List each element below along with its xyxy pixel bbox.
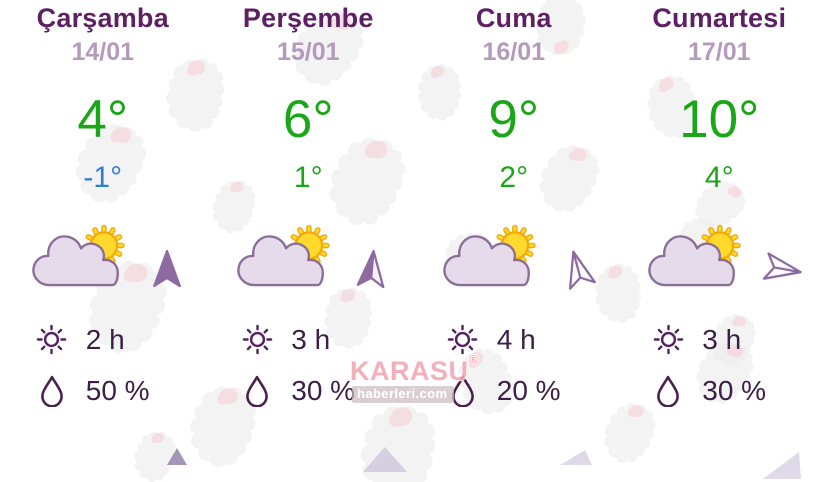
sunshine-icon <box>34 323 70 357</box>
sunshine-row: 3 h <box>650 323 788 357</box>
high-temperature: 6° <box>282 89 334 149</box>
watermark-site-url: haberleri.com <box>352 386 455 404</box>
day-name: Çarşamba <box>36 3 169 33</box>
wind-direction-arrow-icon <box>353 245 391 292</box>
day-stats: 4 h 20 % <box>445 323 583 408</box>
forecast-day-column-saturday: Cumartesi 17/01 10° 4° 3 h 30 % <box>617 0 822 482</box>
sunshine-row: 2 h <box>34 323 172 357</box>
watermark-brand: KARASU® <box>350 354 479 386</box>
condition-row <box>638 219 800 301</box>
sunshine-icon <box>445 323 481 357</box>
site-watermark: KARASU® haberleri.com <box>350 354 479 404</box>
wind-direction-arrow-icon <box>759 248 808 289</box>
precipitation-row: 30 % <box>239 374 377 408</box>
day-name: Cumartesi <box>652 3 787 33</box>
day-date: 15/01 <box>276 38 340 67</box>
partly-cloudy-icon <box>227 219 345 295</box>
high-temperature: 4° <box>77 89 129 149</box>
forecast-day-column-friday: Cuma 16/01 9° 2° 4 h 20 % <box>411 0 617 482</box>
sunshine-row: 3 h <box>239 323 377 357</box>
high-temperature: 10° <box>679 89 760 149</box>
day-name: Cuma <box>475 3 552 33</box>
precipitation-row: 30 % <box>650 374 788 408</box>
condition-row <box>433 219 595 301</box>
partly-cloudy-icon <box>638 219 756 295</box>
raindrop-icon <box>650 374 686 408</box>
wind-direction-arrow-icon <box>556 243 600 294</box>
day-date: 16/01 <box>482 38 546 67</box>
raindrop-icon <box>239 374 275 408</box>
high-temperature: 9° <box>488 89 540 149</box>
raindrop-icon <box>34 374 70 408</box>
partly-cloudy-icon <box>22 219 140 295</box>
precipitation-row: 20 % <box>445 374 583 408</box>
precipitation-row: 50 % <box>34 374 172 408</box>
sunshine-hours: 3 h <box>291 323 331 355</box>
precipitation-chance: 30 % <box>291 374 356 406</box>
day-date: 14/01 <box>71 38 135 67</box>
low-temperature: 4° <box>704 160 734 194</box>
sunshine-hours: 4 h <box>496 323 536 355</box>
precipitation-chance: 50 % <box>85 374 150 406</box>
day-stats: 3 h 30 % <box>239 323 377 408</box>
sunshine-row: 4 h <box>445 323 583 357</box>
low-temperature: 1° <box>293 160 323 194</box>
sunshine-icon <box>239 323 275 357</box>
low-temperature: 2° <box>499 160 529 194</box>
precipitation-chance: 20 % <box>496 374 561 406</box>
low-temperature: -1° <box>83 160 123 194</box>
forecast-day-column-wednesday: Çarşamba 14/01 4° -1° 2 h 50 % <box>0 0 206 482</box>
day-stats: 2 h 50 % <box>34 323 172 408</box>
sunshine-hours: 2 h <box>85 323 125 355</box>
sunshine-icon <box>650 323 686 357</box>
forecast-day-column-thursday: Perşembe 15/01 6° 1° 3 h 30 % <box>206 0 412 482</box>
wind-direction-arrow-icon <box>150 247 184 291</box>
day-stats: 3 h 30 % <box>650 323 788 408</box>
sunshine-hours: 3 h <box>702 323 742 355</box>
registered-trademark-symbol: ® <box>469 354 479 366</box>
triangle-decoration-group <box>167 447 801 479</box>
precipitation-chance: 30 % <box>702 374 767 406</box>
partly-cloudy-icon <box>433 219 551 295</box>
condition-row <box>22 219 184 301</box>
condition-row <box>227 219 389 301</box>
day-name: Perşembe <box>242 3 374 33</box>
day-date: 17/01 <box>687 38 751 67</box>
